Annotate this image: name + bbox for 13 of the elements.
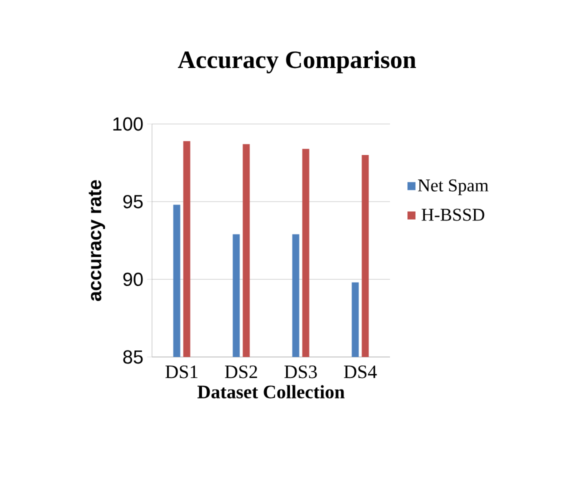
legend-label: Net Spam (418, 179, 488, 196)
chart-title: Accuracy Comparison (178, 50, 416, 74)
x-tick-label: DS4 (344, 366, 377, 378)
legend-label: H-BSSD (422, 208, 484, 221)
x-tick-label: DS2 (224, 366, 258, 378)
y-tick-label: 90 (123, 272, 143, 286)
y-tick-label: 95 (123, 194, 143, 208)
y-tick-label: 85 (123, 350, 143, 364)
x-tick-label: DS1 (165, 366, 198, 378)
y-axis-title: accuracy rate (88, 180, 106, 301)
y-tick-label: 100 (113, 117, 143, 131)
x-axis-title: Dataset Collection (197, 385, 345, 398)
x-tick-label: DS3 (284, 366, 317, 378)
